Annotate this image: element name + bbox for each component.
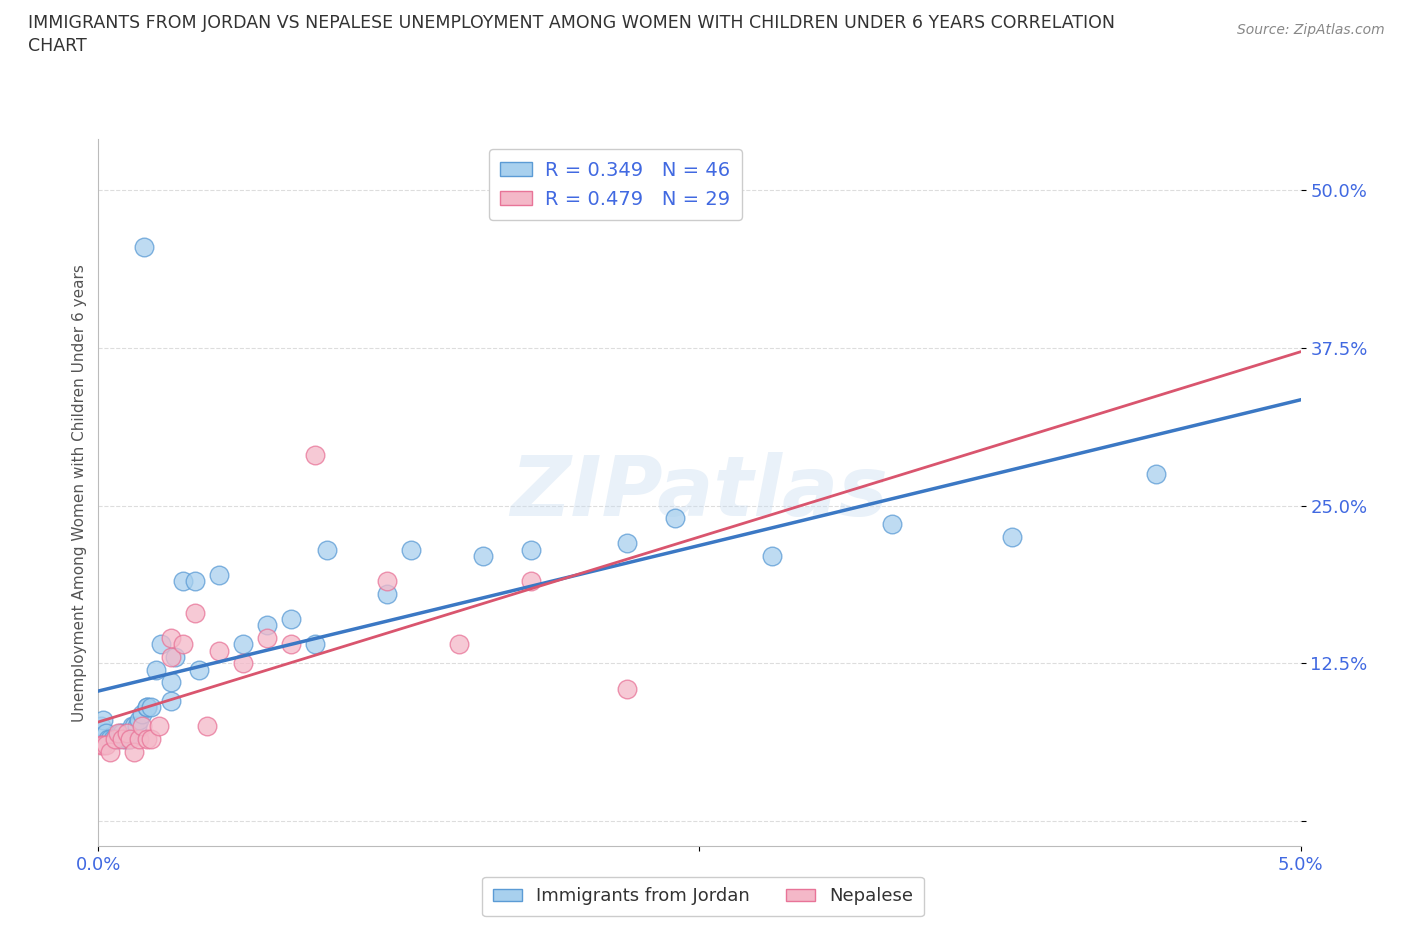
Point bbox=[131, 707, 153, 722]
Point bbox=[1001, 530, 1024, 545]
Point bbox=[447, 637, 470, 652]
Y-axis label: Unemployment Among Women with Children Under 6 years: Unemployment Among Women with Children U… bbox=[72, 264, 87, 722]
Point bbox=[149, 637, 172, 652]
Point bbox=[1144, 467, 1167, 482]
Point bbox=[94, 725, 117, 740]
Point bbox=[128, 732, 150, 747]
Point bbox=[520, 542, 543, 557]
Point bbox=[100, 744, 122, 759]
Point bbox=[90, 719, 112, 734]
Point bbox=[399, 542, 422, 557]
Point bbox=[165, 649, 187, 664]
Point bbox=[616, 681, 638, 696]
Point bbox=[159, 649, 181, 664]
Point bbox=[91, 737, 114, 752]
Legend: Immigrants from Jordan, Nepalese: Immigrants from Jordan, Nepalese bbox=[482, 877, 924, 916]
Point bbox=[104, 732, 127, 747]
Point bbox=[761, 549, 783, 564]
Point bbox=[280, 637, 302, 652]
Point bbox=[101, 732, 124, 747]
Point bbox=[315, 542, 337, 557]
Point bbox=[128, 712, 150, 727]
Point bbox=[256, 631, 278, 645]
Point bbox=[472, 549, 495, 564]
Point bbox=[104, 732, 127, 747]
Point bbox=[94, 737, 117, 752]
Point bbox=[97, 732, 120, 747]
Point bbox=[183, 605, 205, 620]
Point bbox=[118, 732, 141, 747]
Point bbox=[304, 637, 326, 652]
Point bbox=[114, 732, 136, 747]
Point bbox=[111, 732, 134, 747]
Point bbox=[125, 719, 148, 734]
Point bbox=[121, 719, 143, 734]
Point bbox=[135, 700, 157, 715]
Text: ZIPatlas: ZIPatlas bbox=[510, 452, 889, 534]
Point bbox=[195, 719, 218, 734]
Point bbox=[107, 732, 129, 747]
Point bbox=[208, 567, 231, 582]
Point bbox=[117, 732, 139, 747]
Point bbox=[141, 700, 163, 715]
Point bbox=[131, 719, 153, 734]
Point bbox=[375, 574, 398, 589]
Point bbox=[117, 725, 139, 740]
Point bbox=[145, 662, 167, 677]
Point bbox=[172, 574, 194, 589]
Point bbox=[183, 574, 205, 589]
Point bbox=[256, 618, 278, 633]
Text: Source: ZipAtlas.com: Source: ZipAtlas.com bbox=[1237, 23, 1385, 37]
Point bbox=[124, 719, 146, 734]
Point bbox=[664, 511, 686, 525]
Point bbox=[159, 694, 181, 709]
Point bbox=[880, 517, 903, 532]
Point bbox=[280, 612, 302, 627]
Point bbox=[208, 644, 231, 658]
Text: IMMIGRANTS FROM JORDAN VS NEPALESE UNEMPLOYMENT AMONG WOMEN WITH CHILDREN UNDER : IMMIGRANTS FROM JORDAN VS NEPALESE UNEMP… bbox=[28, 14, 1115, 32]
Point bbox=[100, 732, 122, 747]
Point bbox=[111, 725, 134, 740]
Point bbox=[135, 732, 157, 747]
Point bbox=[135, 700, 157, 715]
Point bbox=[148, 719, 170, 734]
Point bbox=[107, 725, 129, 740]
Point bbox=[118, 732, 141, 747]
Point bbox=[520, 574, 543, 589]
Point bbox=[159, 675, 181, 690]
Point bbox=[141, 732, 163, 747]
Point bbox=[132, 239, 155, 254]
Point bbox=[188, 662, 211, 677]
Point bbox=[232, 637, 254, 652]
Point bbox=[375, 587, 398, 602]
Point bbox=[124, 744, 146, 759]
Point bbox=[304, 447, 326, 462]
Point bbox=[172, 637, 194, 652]
Point bbox=[91, 712, 114, 727]
Point bbox=[232, 656, 254, 671]
Text: CHART: CHART bbox=[28, 37, 87, 55]
Point bbox=[616, 536, 638, 551]
Point bbox=[159, 631, 181, 645]
Point bbox=[90, 737, 112, 752]
Point bbox=[108, 725, 131, 740]
Legend: R = 0.349   N = 46, R = 0.479   N = 29: R = 0.349 N = 46, R = 0.479 N = 29 bbox=[489, 149, 742, 220]
